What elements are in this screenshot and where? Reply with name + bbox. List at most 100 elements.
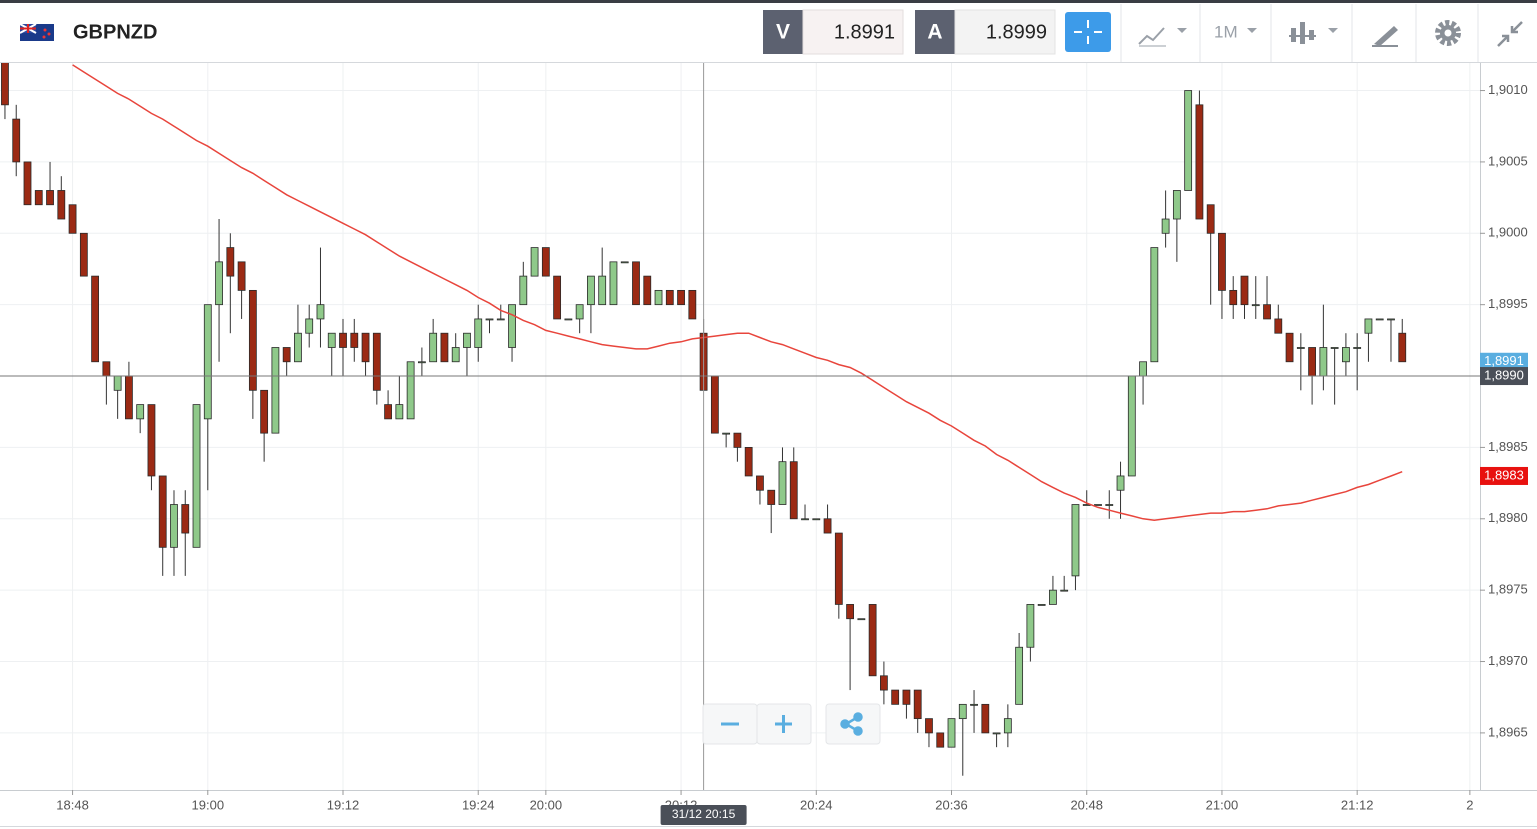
- candle-body: [1251, 304, 1260, 307]
- candle: [778, 447, 787, 505]
- candle: [451, 333, 460, 363]
- candle-body: [688, 289, 697, 320]
- candle-icon[interactable]: [1289, 22, 1316, 44]
- candle-body: [1387, 318, 1395, 321]
- candle-body: [823, 518, 832, 534]
- line-chart-icon[interactable]: [1138, 27, 1166, 47]
- candle-body: [440, 332, 449, 363]
- x-tick-label: 18:48: [56, 797, 89, 812]
- crosshair-icon: [1074, 20, 1102, 44]
- bid-price: 1.8991: [834, 21, 895, 43]
- y-tick-label: 1,9000: [1488, 225, 1528, 240]
- candle: [282, 347, 291, 377]
- candle: [913, 689, 922, 733]
- date-label-box: [660, 805, 747, 825]
- ask-label-box[interactable]: [915, 10, 955, 54]
- share-button[interactable]: [825, 703, 881, 745]
- bid-box[interactable]: [802, 9, 904, 55]
- candle-body: [237, 261, 246, 291]
- bid-label: V: [776, 21, 790, 44]
- candle-body: [1127, 375, 1136, 477]
- candle-body: [575, 304, 584, 320]
- x-tick-label: 19:00: [192, 797, 225, 812]
- y-tick-label: 1,9010: [1488, 82, 1528, 97]
- candle-body: [1218, 232, 1226, 291]
- candle: [294, 304, 302, 363]
- candle-body: [192, 404, 201, 548]
- candle: [463, 332, 471, 377]
- candle: [710, 375, 719, 434]
- candle: [1375, 318, 1384, 321]
- candle: [350, 318, 359, 362]
- candle: [767, 489, 776, 534]
- candle-body: [958, 703, 967, 720]
- candle: [1116, 461, 1125, 519]
- candle: [812, 518, 821, 521]
- dropdown-arrow: [1328, 28, 1338, 33]
- collapse-icon[interactable]: [1497, 21, 1523, 47]
- candle-body: [1049, 589, 1057, 605]
- candle: [575, 304, 584, 334]
- candle: [643, 275, 652, 306]
- candle-body: [316, 304, 325, 320]
- candle-body: [68, 204, 77, 234]
- candle: [136, 404, 145, 434]
- candle: [1172, 190, 1181, 262]
- candle-body: [417, 361, 426, 364]
- candle-body: [722, 432, 731, 435]
- timeframe[interactable]: 1M: [1214, 22, 1238, 41]
- candle: [406, 361, 415, 420]
- candle: [226, 233, 235, 334]
- candle: [958, 703, 967, 776]
- y-tick-label: 1,8975: [1488, 582, 1528, 597]
- dropdown-arrow: [1177, 28, 1187, 33]
- x-tick-label: 21:12: [1341, 797, 1374, 812]
- bid-label-box[interactable]: [763, 10, 803, 54]
- settings-icon[interactable]: [1435, 20, 1461, 46]
- candle-body: [1240, 275, 1249, 306]
- candle-body: [463, 332, 471, 348]
- candle-body: [91, 275, 100, 363]
- flag-icon: [19, 23, 54, 41]
- price-tag-label: 1,8983: [1484, 467, 1524, 482]
- candle: [857, 618, 866, 621]
- candle-body: [1364, 318, 1373, 334]
- candle-body: [147, 404, 156, 477]
- candle: [677, 289, 685, 306]
- candle: [620, 261, 629, 264]
- draw-icon[interactable]: [1372, 26, 1398, 47]
- candle-body: [1026, 604, 1035, 648]
- price-tag-label: 1,8991: [1484, 353, 1524, 368]
- candle: [587, 275, 595, 334]
- candle-body: [970, 703, 978, 706]
- zoom-controls: [702, 703, 881, 745]
- candle: [339, 318, 347, 377]
- ask-box[interactable]: [954, 9, 1056, 55]
- candle-body: [395, 404, 404, 420]
- candle-body: [857, 618, 866, 621]
- candle: [192, 404, 201, 548]
- candle: [68, 204, 77, 234]
- price-tag: [1480, 367, 1528, 386]
- candle: [1184, 90, 1193, 191]
- candle-body: [710, 375, 719, 434]
- candle-body: [1172, 190, 1181, 220]
- candle: [417, 347, 426, 377]
- y-tick-label: 1,8980: [1488, 510, 1528, 525]
- candle-body: [1206, 204, 1215, 234]
- candle-body: [981, 703, 990, 734]
- candle: [91, 275, 100, 363]
- candle-body: [1353, 347, 1362, 349]
- crosshair-button[interactable]: [1065, 12, 1111, 52]
- x-tick-label: 21:00: [1206, 797, 1239, 812]
- ask-label: A: [927, 21, 942, 44]
- candle: [1296, 333, 1305, 391]
- candle: [327, 332, 336, 377]
- candle: [485, 318, 494, 334]
- price-tag: [1480, 352, 1528, 371]
- candle-body: [925, 718, 933, 734]
- candle: [1071, 504, 1080, 591]
- candle-body: [1, 61, 9, 106]
- candle: [474, 304, 483, 362]
- plus-icon: [775, 715, 792, 733]
